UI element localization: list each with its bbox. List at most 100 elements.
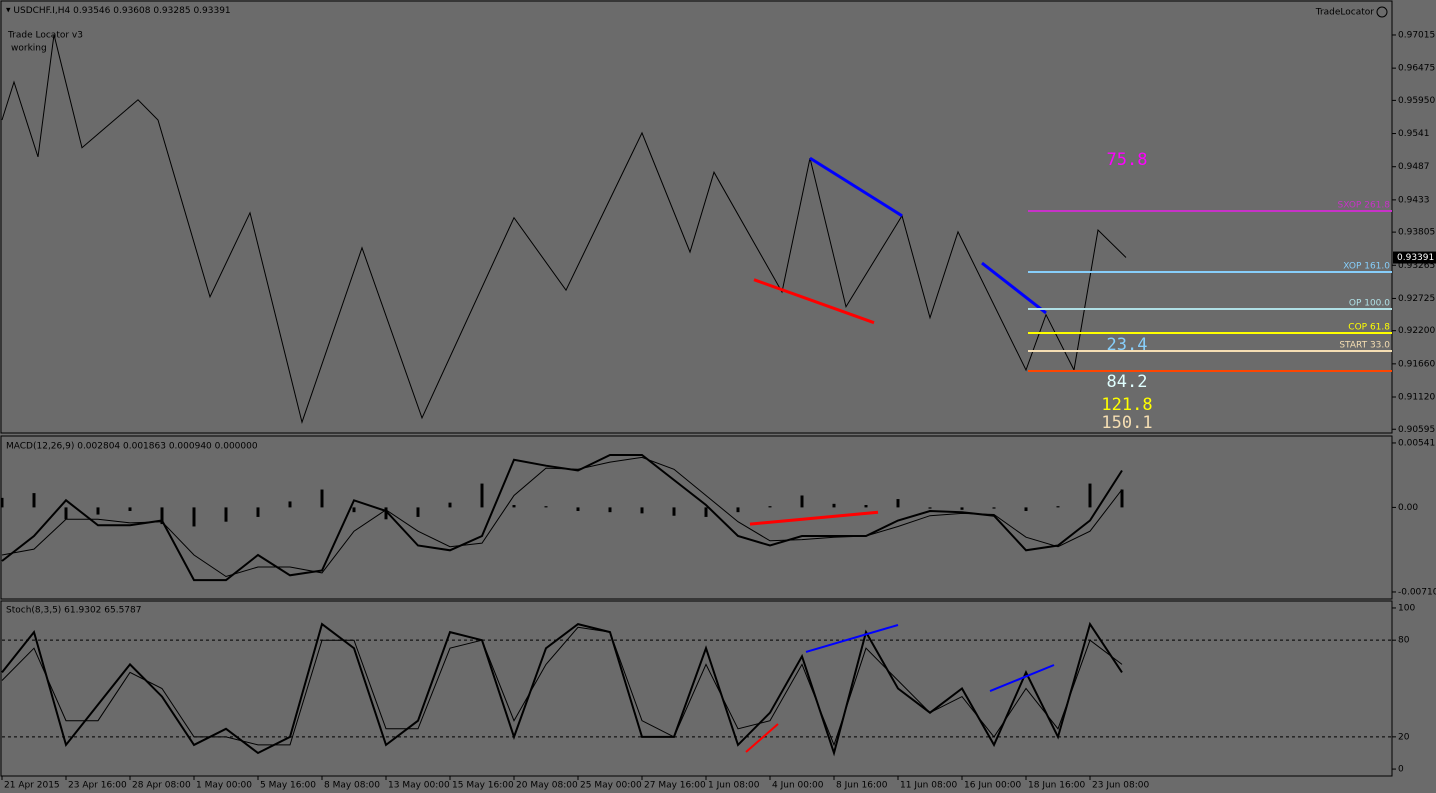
- macd-bar: [608, 507, 612, 513]
- macd-main: [1, 454, 1123, 582]
- y-tick-label: 0.91120: [1398, 393, 1435, 403]
- indicator-status: working: [11, 44, 47, 54]
- macd-bar: [928, 507, 932, 509]
- y-tick-label: 0.93265: [1398, 261, 1435, 271]
- macd-bar: [1024, 507, 1028, 511]
- macd-bar: [992, 507, 996, 509]
- macd-bar: [160, 507, 164, 525]
- divergence-line: [981, 261, 1047, 315]
- macd-bar: [640, 507, 644, 514]
- close-icon[interactable]: [1376, 6, 1388, 18]
- x-tick-label: 21 Apr 2015: [4, 781, 60, 791]
- y-tick-label: 100: [1398, 603, 1415, 613]
- macd-bar: [448, 502, 452, 508]
- macd-bar: [1056, 506, 1060, 508]
- y-tick-label: 0.9433: [1398, 195, 1430, 205]
- symbol: USDCHF.I,H4: [13, 6, 70, 16]
- macd-bar: [352, 507, 356, 513]
- y-tick-label: 0.91660: [1398, 359, 1435, 369]
- projection-label: 84.2: [1107, 372, 1148, 392]
- macd-bar: [512, 505, 516, 508]
- y-tick-label: 0: [1398, 765, 1404, 775]
- divergence-line: [809, 156, 903, 218]
- level-label: COP 61.8: [1348, 323, 1390, 333]
- macd-bar: [128, 507, 132, 511]
- macd-signal: [1, 456, 1123, 578]
- symbol-header: ▾ USDCHF.I,H4 0.93546 0.93608 0.93285 0.…: [6, 6, 231, 16]
- stoch-divergence: [805, 624, 899, 653]
- close: 0.93391: [193, 6, 230, 16]
- macd-bar: [896, 499, 900, 508]
- x-tick-label: 28 Apr 08:00: [132, 781, 191, 791]
- level-label: XOP 161.0: [1343, 261, 1390, 271]
- stoch-signal: [1, 626, 1123, 747]
- macd-bar: [800, 495, 804, 508]
- macd-bar: [544, 506, 548, 508]
- macd-bar: [384, 507, 388, 520]
- macd-bar: [288, 501, 292, 508]
- macd-bar: [960, 507, 964, 510]
- macd-bar: [0, 497, 4, 508]
- zigzag: [1, 34, 1127, 424]
- level-label: START 33.0: [1339, 341, 1390, 351]
- y-tick-label: 0.92200: [1398, 326, 1435, 336]
- y-tick-label: 0.93805: [1398, 228, 1435, 238]
- x-tick-label: 8 Jun 16:00: [836, 781, 888, 791]
- x-tick-label: 1 May 00:00: [196, 781, 252, 791]
- low: 0.93285: [153, 6, 190, 16]
- macd-bar: [1088, 483, 1092, 508]
- y-tick-label: 0.96475: [1398, 64, 1435, 74]
- macd-title: MACD(12,26,9) 0.002804 0.001863 0.000940…: [6, 442, 258, 452]
- macd-bar: [256, 507, 260, 517]
- macd-bar: [832, 503, 836, 508]
- level-label: OP 100.0: [1349, 299, 1390, 309]
- projection-label: 121.8: [1101, 395, 1152, 415]
- divergence-line: [753, 278, 875, 325]
- indicator-name: Trade Locator v3: [7, 31, 83, 41]
- y-tick-label: 0.90595: [1398, 425, 1435, 435]
- y-tick-label: 20: [1398, 732, 1410, 742]
- y-tick-label: 0.00: [1398, 503, 1418, 513]
- stoch-divergence: [745, 723, 779, 753]
- macd-bar: [1120, 489, 1124, 508]
- x-tick-label: 15 May 16:00: [452, 781, 514, 791]
- macd-bar: [32, 493, 36, 508]
- price-tag-label: 0.93391: [1397, 253, 1434, 263]
- y-tick-label: 0.97015: [1398, 30, 1435, 40]
- macd-bar: [576, 507, 580, 511]
- y-tick-label: 0.95950: [1398, 96, 1435, 106]
- stoch-divergence: [989, 664, 1055, 693]
- macd-bar: [192, 507, 196, 527]
- y-tick-label: 0.9487: [1398, 162, 1430, 172]
- x-tick-label: 4 Jun 00:00: [772, 781, 824, 791]
- price-tag: [1393, 251, 1436, 264]
- macd-bar: [224, 507, 228, 522]
- y-tick-label: -0.00710: [1398, 587, 1436, 597]
- x-tick-label: 27 May 16:00: [644, 781, 706, 791]
- x-tick-label: 18 Jun 16:00: [1028, 781, 1085, 791]
- stoch-main: [1, 621, 1123, 757]
- macd-bar: [704, 507, 708, 517]
- macd-bar: [64, 507, 68, 520]
- x-tick-label: 20 May 08:00: [516, 781, 578, 791]
- projection-label: 150.1: [1101, 413, 1152, 433]
- macd-bar: [864, 505, 868, 508]
- x-tick-label: 16 Jun 00:00: [964, 781, 1021, 791]
- open: 0.93546: [73, 6, 110, 16]
- high: 0.93608: [113, 6, 150, 16]
- y-tick-label: 0.92725: [1398, 294, 1435, 304]
- y-tick-label: 0.00541: [1398, 438, 1435, 448]
- y-tick-label: 0.9541: [1398, 129, 1430, 139]
- indicator-badge[interactable]: TradeLocator: [1315, 8, 1375, 18]
- projection-label: 23.4: [1107, 335, 1148, 355]
- macd-bar: [480, 483, 484, 508]
- stoch-title: Stoch(8,3,5) 61.9302 65.5787: [6, 606, 141, 616]
- macd-bar: [96, 507, 100, 515]
- x-tick-label: 23 Apr 16:00: [68, 781, 127, 791]
- macd-bar: [672, 507, 676, 516]
- y-tick-label: 80: [1398, 636, 1410, 646]
- macd-bar: [320, 489, 324, 508]
- macd-bar: [416, 507, 420, 517]
- macd-panel: [0, 435, 1393, 600]
